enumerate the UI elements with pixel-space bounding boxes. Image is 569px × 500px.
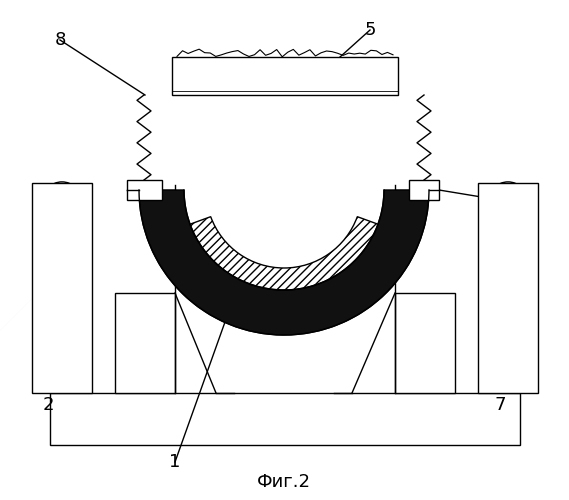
Bar	[409, 180, 439, 200]
Circle shape	[42, 238, 82, 279]
Text: 4: 4	[524, 196, 536, 214]
Circle shape	[488, 352, 528, 392]
Bar	[478, 183, 538, 393]
Circle shape	[488, 296, 528, 336]
Text: 7: 7	[494, 396, 506, 414]
Circle shape	[488, 182, 528, 222]
Text: 3: 3	[524, 296, 536, 314]
Wedge shape	[190, 216, 378, 290]
Text: 2: 2	[42, 396, 53, 414]
Circle shape	[42, 352, 82, 392]
Bar	[32, 183, 92, 393]
Bar	[172, 57, 398, 95]
Wedge shape	[139, 190, 429, 335]
Bar	[50, 393, 520, 445]
Circle shape	[42, 296, 82, 336]
Text: 5: 5	[364, 21, 376, 39]
Circle shape	[488, 238, 528, 279]
Bar	[395, 293, 455, 393]
Text: Фиг.2: Фиг.2	[257, 473, 311, 491]
Bar	[115, 293, 175, 393]
Circle shape	[42, 182, 82, 222]
Wedge shape	[184, 190, 384, 290]
Text: 8: 8	[54, 31, 65, 49]
Text: 1: 1	[170, 453, 181, 471]
Bar	[127, 180, 162, 200]
